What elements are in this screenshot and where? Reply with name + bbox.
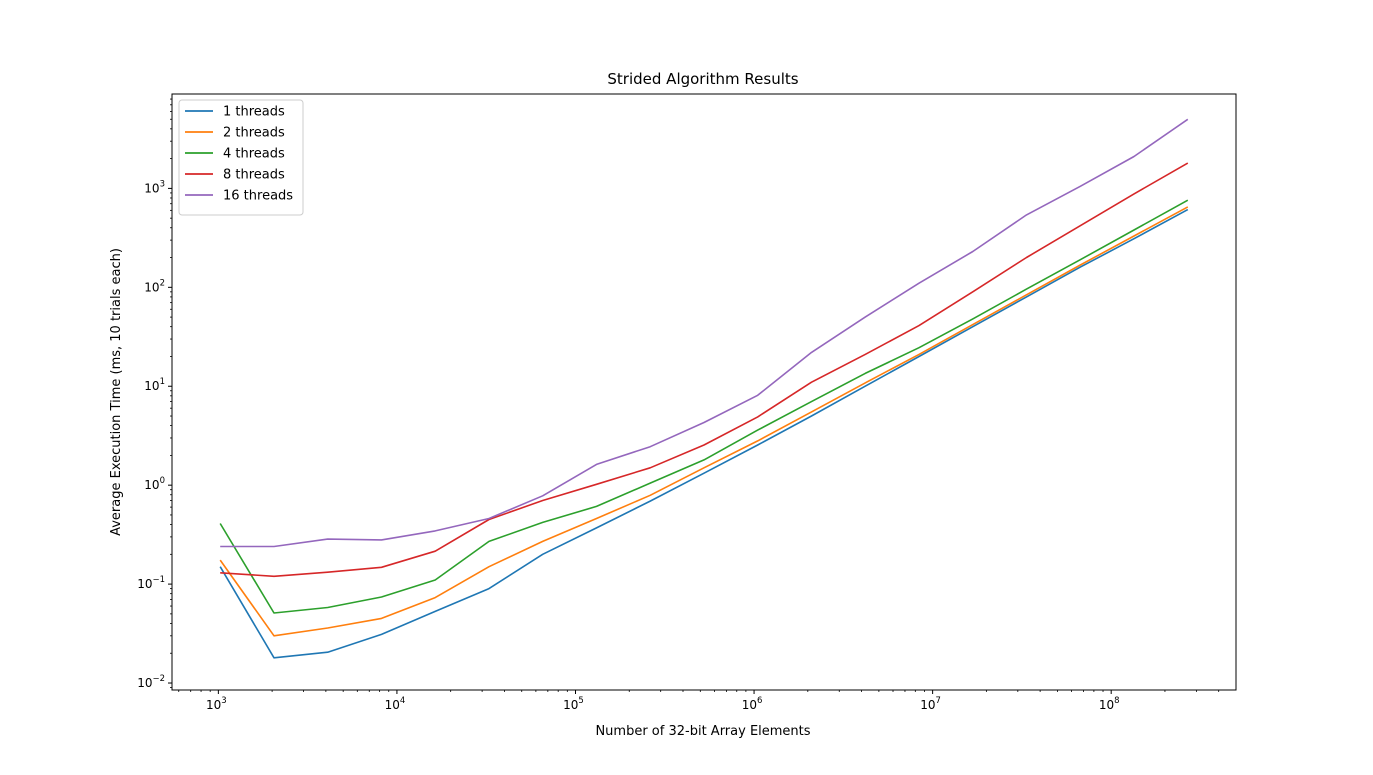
y-axis-label: Average Execution Time (ms, 10 trials ea… <box>109 248 124 536</box>
y-tick-label: 102 <box>144 278 165 294</box>
plot-area <box>171 93 1237 691</box>
series-line-5 <box>220 118 1189 548</box>
legend-box <box>178 99 304 216</box>
x-axis-label: Number of 32-bit Array Elements <box>595 724 810 739</box>
legend-label: 2 threads <box>223 126 285 141</box>
x-tick-label: 104 <box>385 696 406 712</box>
x-tick-label: 108 <box>1099 696 1120 712</box>
x-tick-label: 106 <box>742 696 763 712</box>
series-line-4 <box>220 162 1189 578</box>
y-tick-label: 10−2 <box>137 674 165 690</box>
y-axis: 10−2 10−1 100 101 102 103 <box>137 98 172 690</box>
y-tick-label: 103 <box>144 179 165 195</box>
x-tick-label: 103 <box>206 696 227 712</box>
y-tick-label: 101 <box>144 377 165 393</box>
series-line-2 <box>219 206 1189 637</box>
legend-label: 8 threads <box>223 168 285 183</box>
series-line-3 <box>219 199 1189 614</box>
x-tick-label: 107 <box>920 696 941 712</box>
chart-title: Strided Algorithm Results <box>607 70 798 88</box>
x-axis: 103 104 105 106 107 108 <box>178 690 1220 712</box>
series-lines <box>219 118 1189 659</box>
legend-label: 4 threads <box>223 147 285 162</box>
y-tick-label: 10−1 <box>137 575 165 591</box>
series-line-1 <box>219 208 1189 659</box>
legend: 1 threads 2 threads 4 threads 8 threads 16 t… <box>178 99 304 216</box>
legend-label: 1 threads <box>223 105 285 120</box>
legend-label: 16 threads <box>223 189 293 204</box>
x-tick-label: 105 <box>563 696 584 712</box>
y-tick-label: 100 <box>144 476 165 492</box>
